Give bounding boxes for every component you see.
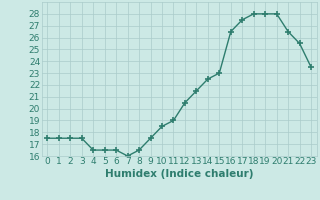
X-axis label: Humidex (Indice chaleur): Humidex (Indice chaleur) bbox=[105, 169, 253, 179]
